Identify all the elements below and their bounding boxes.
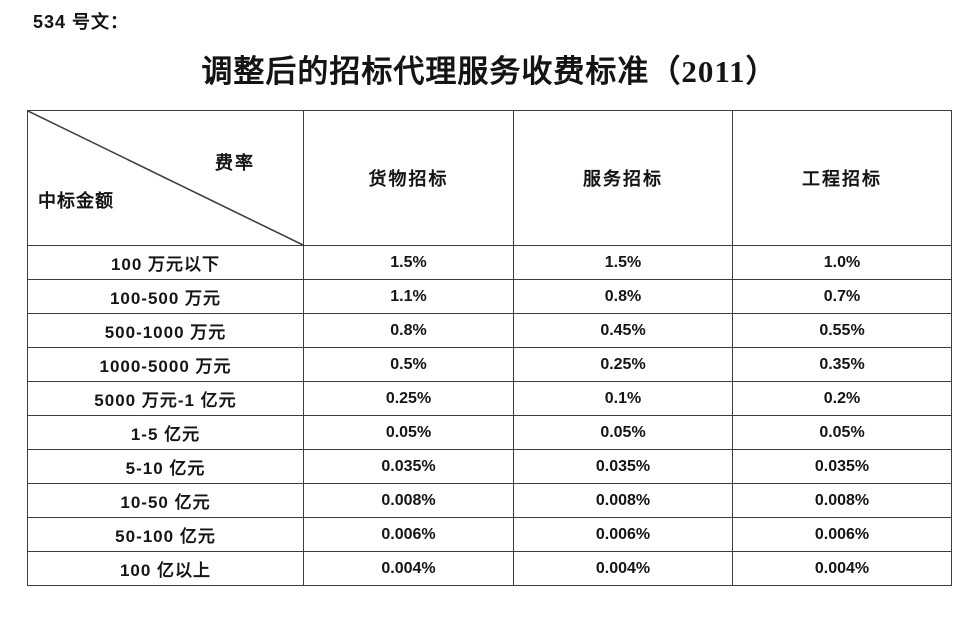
rate-cell: 0.55% (732, 313, 952, 348)
rate-cell: 0.006% (513, 517, 733, 552)
rate-cell: 0.008% (513, 483, 733, 518)
rate-cell: 1.0% (732, 245, 952, 280)
table-row: 5-10 亿元 0.035% 0.035% 0.035% (27, 449, 952, 484)
rate-cell: 0.035% (303, 449, 514, 484)
page-title: 调整后的招标代理服务收费标准（2011） (201, 54, 778, 89)
rate-cell: 0.004% (732, 551, 952, 586)
rate-cell: 1.5% (513, 245, 733, 280)
rate-cell: 0.45% (513, 313, 733, 348)
rate-cell: 0.008% (303, 483, 514, 518)
rate-cell: 1.5% (303, 245, 514, 280)
table-row: 100 亿以上 0.004% 0.004% 0.004% (27, 551, 952, 586)
row-label: 100 万元以下 (27, 245, 304, 280)
row-label: 1-5 亿元 (27, 415, 304, 450)
table-row: 1000-5000 万元 0.5% 0.25% 0.35% (27, 347, 952, 382)
rate-cell: 0.006% (303, 517, 514, 552)
row-label: 5-10 亿元 (27, 449, 304, 484)
table-row: 100-500 万元 1.1% 0.8% 0.7% (27, 279, 952, 314)
rate-cell: 0.006% (732, 517, 952, 552)
row-label: 100 亿以上 (27, 551, 304, 586)
column-header-services: 服务招标 (513, 110, 733, 246)
table-row: 50-100 亿元 0.006% 0.006% 0.006% (27, 517, 952, 552)
column-header-goods: 货物招标 (303, 110, 514, 246)
doc-number-label: 534 号文： (33, 12, 130, 32)
rate-cell: 0.05% (732, 415, 952, 450)
corner-header-cell: 费率 中标金额 (27, 110, 304, 246)
table-row: 10-50 亿元 0.008% 0.008% 0.008% (27, 483, 952, 518)
rate-cell: 1.1% (303, 279, 514, 314)
diagonal-divider-line (28, 111, 303, 245)
rate-cell: 0.1% (513, 381, 733, 416)
fee-table: 费率 中标金额 货物招标 服务招标 工程招标 100 万元以下 1.5% 1.5… (27, 110, 952, 586)
row-label: 10-50 亿元 (27, 483, 304, 518)
row-label: 50-100 亿元 (27, 517, 304, 552)
rate-cell: 0.7% (732, 279, 952, 314)
rate-cell: 0.5% (303, 347, 514, 382)
table-row: 100 万元以下 1.5% 1.5% 1.0% (27, 245, 952, 280)
column-header-engineering: 工程招标 (732, 110, 952, 246)
rate-cell: 0.004% (513, 551, 733, 586)
header-row: 费率 中标金额 货物招标 服务招标 工程招标 (27, 110, 952, 246)
rate-cell: 0.035% (732, 449, 952, 484)
row-label: 5000 万元-1 亿元 (27, 381, 304, 416)
rate-cell: 0.008% (732, 483, 952, 518)
rate-cell: 0.35% (732, 347, 952, 382)
rate-cell: 0.05% (513, 415, 733, 450)
rate-cell: 0.8% (513, 279, 733, 314)
rate-cell: 0.05% (303, 415, 514, 450)
row-label: 100-500 万元 (27, 279, 304, 314)
rate-cell: 0.25% (303, 381, 514, 416)
row-label: 1000-5000 万元 (27, 347, 304, 382)
rate-cell: 0.004% (303, 551, 514, 586)
row-label: 500-1000 万元 (27, 313, 304, 348)
rate-cell: 0.035% (513, 449, 733, 484)
rate-cell: 0.2% (732, 381, 952, 416)
rate-cell: 0.25% (513, 347, 733, 382)
table-row: 5000 万元-1 亿元 0.25% 0.1% 0.2% (27, 381, 952, 416)
corner-bid-amount-label: 中标金额 (38, 191, 114, 211)
rate-cell: 0.8% (303, 313, 514, 348)
table-row: 1-5 亿元 0.05% 0.05% 0.05% (27, 415, 952, 450)
table-row: 500-1000 万元 0.8% 0.45% 0.55% (27, 313, 952, 348)
corner-fee-rate-label: 费率 (215, 153, 255, 173)
